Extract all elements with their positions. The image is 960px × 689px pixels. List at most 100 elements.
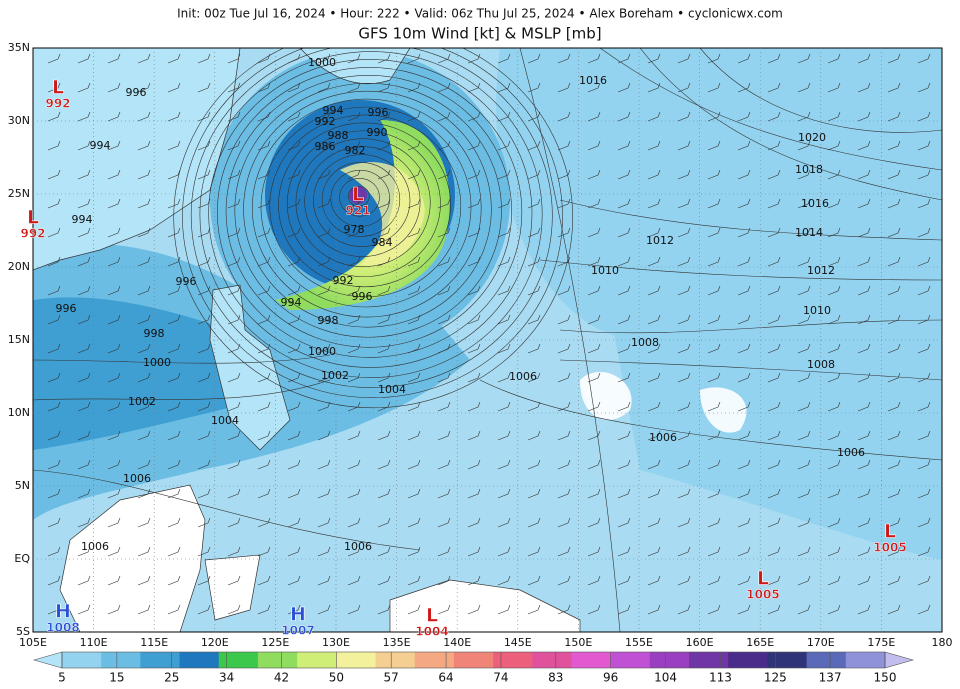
wind-barb xyxy=(617,198,631,209)
wind-barb xyxy=(317,488,331,499)
wind-barb xyxy=(257,82,271,93)
wind-barb xyxy=(917,140,931,151)
isobar xyxy=(339,177,380,217)
wind-barb xyxy=(587,198,601,209)
isobar xyxy=(182,48,563,398)
wind-barb xyxy=(437,343,451,354)
wind-barb xyxy=(647,459,661,470)
wind-barb xyxy=(737,401,751,412)
wind-barb xyxy=(647,227,661,238)
wind-barb xyxy=(767,430,781,441)
wind-barb xyxy=(317,256,331,267)
wind-barb xyxy=(317,430,331,441)
wind-barb xyxy=(107,82,121,93)
wind-barb xyxy=(917,372,931,383)
isobar-label: 1006 xyxy=(123,472,151,485)
wind-barb xyxy=(527,546,541,557)
wind-barb xyxy=(707,372,721,383)
wind-barb xyxy=(497,575,511,586)
wind-barb xyxy=(527,256,541,267)
wind-barb xyxy=(437,488,451,499)
wind-barb xyxy=(347,111,361,122)
wind-barb xyxy=(827,285,841,296)
wind-barb xyxy=(77,546,91,557)
wind-barb xyxy=(557,227,571,238)
wind-barb xyxy=(377,227,391,238)
wind-barb xyxy=(317,575,331,586)
wind-barb xyxy=(527,430,541,441)
wind-barb xyxy=(827,256,841,267)
wind-barb xyxy=(347,285,361,296)
wind-barb xyxy=(167,372,181,383)
wind-barb xyxy=(107,546,121,557)
wind-band xyxy=(33,297,260,450)
lat-label: 15N xyxy=(8,333,30,346)
wind-barb xyxy=(527,198,541,209)
wind-barb xyxy=(827,343,841,354)
isobar xyxy=(295,138,431,267)
wind-barb xyxy=(347,459,361,470)
wind-barb xyxy=(587,343,601,354)
center-letter: L xyxy=(757,568,769,590)
isobar-label: 1010 xyxy=(591,264,619,277)
wind-barb xyxy=(77,604,91,615)
wind-barb xyxy=(917,227,931,238)
wind-barb xyxy=(527,401,541,412)
wind-barb xyxy=(287,488,301,499)
wind-barb xyxy=(677,140,691,151)
wind-barb xyxy=(527,140,541,151)
lon-label: 140E xyxy=(443,636,471,649)
wind-barb xyxy=(317,140,331,151)
wind-barb xyxy=(857,53,871,64)
wind-barb xyxy=(197,256,211,267)
isobar xyxy=(313,154,411,247)
wind-barb xyxy=(167,604,181,615)
wind-barb xyxy=(257,53,271,64)
wind-barb xyxy=(287,256,301,267)
wind-barb xyxy=(197,430,211,441)
isobar xyxy=(599,48,942,171)
isobar xyxy=(479,379,942,461)
wind-barb xyxy=(467,575,481,586)
isobar-label: 992 xyxy=(315,115,336,128)
wind-barb xyxy=(197,401,211,412)
wind-barb xyxy=(797,343,811,354)
wind-barb xyxy=(437,285,451,296)
wind-barb xyxy=(827,604,841,615)
wind-barb xyxy=(137,372,151,383)
wind-barb xyxy=(197,459,211,470)
wind-barb xyxy=(917,488,931,499)
wind-barb xyxy=(77,314,91,325)
map-field xyxy=(33,48,942,632)
wind-barb xyxy=(767,343,781,354)
wind-barb xyxy=(677,604,691,615)
wind-barb xyxy=(557,517,571,528)
wind-barb xyxy=(407,546,421,557)
wind-barb xyxy=(137,169,151,180)
lon-label: 175E xyxy=(867,636,895,649)
wind-barb xyxy=(137,314,151,325)
wind-barb xyxy=(827,430,841,441)
wind-barb xyxy=(707,488,721,499)
wind-barb xyxy=(437,111,451,122)
wind-barb xyxy=(557,401,571,412)
wind-barb xyxy=(317,82,331,93)
wind-barb xyxy=(647,343,661,354)
wind-barb xyxy=(767,169,781,180)
wind-barb xyxy=(257,546,271,557)
isobar-label: 1000 xyxy=(308,56,336,69)
wind-barb xyxy=(467,459,481,470)
lon-label: 155E xyxy=(625,636,653,649)
wind-barb xyxy=(857,256,871,267)
wind-barb xyxy=(887,343,901,354)
isobar xyxy=(639,48,942,201)
wind-barb xyxy=(317,227,331,238)
wind-barb xyxy=(407,459,421,470)
wind-barb xyxy=(107,459,121,470)
wind-barb xyxy=(347,343,361,354)
wind-barb xyxy=(857,82,871,93)
lon-label: 120E xyxy=(201,636,229,649)
wind-barb xyxy=(737,111,751,122)
wind-barb xyxy=(827,53,841,64)
wind-barb xyxy=(797,430,811,441)
